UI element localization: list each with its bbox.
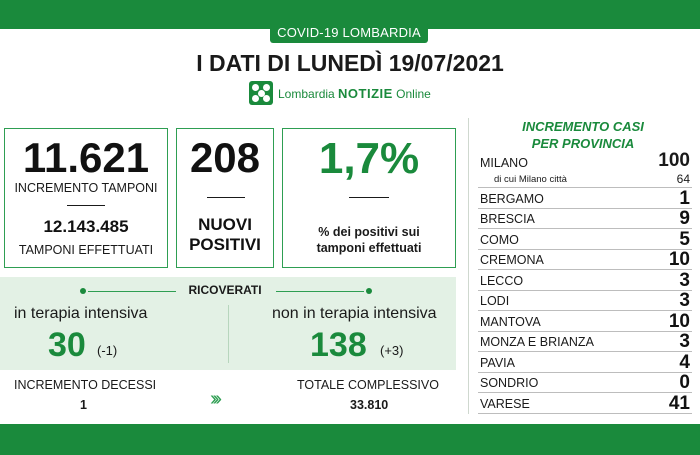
province-title: INCREMENTO CASI PER PROVINCIA [478,118,688,152]
intensiva-value: 30 [48,326,86,364]
province-name: LODI [480,294,510,308]
province-name: PAVIA [480,355,515,370]
province-name: LECCO [480,273,524,288]
province-name: SONDRIO [480,376,539,390]
province-value: 5 [679,228,690,250]
title-line-right [276,291,364,292]
tamponi-card: 11.621 INCREMENTO TAMPONI 12.143.485 TAM… [4,128,168,268]
province-name: CREMONA [480,253,544,267]
decessi-value: 1 [80,398,87,412]
province-name: BERGAMO [480,191,544,206]
positivi-card: 208 NUOVI POSITIVI [176,128,274,268]
province-name: COMO [480,232,519,247]
ricoverati-divider [228,305,229,363]
province-value: 0 [679,372,690,393]
positivi-label-2: POSITIVI [189,235,261,254]
province-title-1: INCREMENTO CASI [522,119,644,134]
dot-left [80,288,86,294]
province-value: 41 [668,392,690,414]
lombardia-rose-icon [249,81,273,105]
bottom-banner [0,424,700,455]
province-value: 10 [668,310,690,332]
province-value: 3 [679,331,690,352]
province-row: COMO 5 [478,229,692,250]
divider [349,197,389,198]
non-intensiva-value: 138 [310,326,367,364]
totale-label: TOTALE COMPLESSIVO [297,378,439,392]
divider [67,205,105,206]
percent-value: 1,7% [318,134,420,183]
chevron-right-icon: ››› [210,388,222,410]
divider [207,197,245,198]
province-value: 4 [679,351,690,373]
province-name: VARESE [480,396,530,411]
province-row: CREMONA 10 [478,249,692,270]
tamponi-increment: 11.621 [22,134,150,181]
province-row: LECCO 3 [478,270,692,291]
logo-suffix: Online [396,86,431,101]
non-intensiva-delta: (+3) [380,343,404,358]
province-row: MANTOVA 10 [478,311,692,332]
positivi-label-1: NUOVI [198,215,252,234]
ricoverati-title: RICOVERATI [188,283,262,297]
province-value: 9 [679,208,690,229]
province-name: BRESCIA [480,212,535,226]
province-value: 10 [668,249,690,270]
logo-text: Lombardia NOTIZIE Online [278,86,431,101]
tamponi-total-label: TAMPONI EFFETTUATI [18,243,154,257]
intensiva-label: in terapia intensiva [14,305,148,322]
province-value: 3 [679,290,690,311]
province-row: BRESCIA 9 [478,208,692,229]
positivi-value: 208 [189,134,261,181]
province-row: BERGAMO 1 [478,188,692,209]
province-row: PAVIA 4 [478,352,692,373]
province-value: 1 [679,187,690,209]
province-row: SONDRIO 0 [478,372,692,393]
totale-value: 33.810 [350,398,389,412]
intensiva-delta: (-1) [97,343,118,358]
logo-prefix: Lombardia [278,86,335,101]
decessi-label: INCREMENTO DECESSI [14,378,157,392]
logo-brand: NOTIZIE [338,85,393,101]
province-value: 3 [679,269,690,291]
non-intensiva-label: non in terapia intensiva [272,305,437,322]
province-panel [468,118,693,414]
tamponi-total: 12.143.485 [43,217,129,236]
percent-card: 1,7% % dei positivi sui tamponi effettua… [282,128,456,268]
percent-label-1: % dei positivi sui [318,225,420,239]
province-row: LODI 3 [478,290,692,311]
dot-right [366,288,372,294]
percent-label-2: tamponi effettuati [316,241,422,255]
province-name: MANTOVA [480,314,541,329]
province-row: VARESE 41 [478,393,692,414]
milano-city-value: 64 [676,172,690,186]
province-title-2: PER PROVINCIA [531,136,635,151]
province-name: MONZA E BRIANZA [480,335,594,349]
header-badge: COVID-19 LOMBARDIA [270,23,428,43]
title-line-left [88,291,176,292]
milano-city-label: di cui Milano città [494,174,567,185]
province-row-milano: MILANO 100 di cui Milano città 64 [478,150,692,188]
province-name: MILANO [480,156,528,170]
tamponi-increment-label: INCREMENTO TAMPONI [14,181,158,195]
page-title: I DATI DI LUNEDÌ 19/07/2021 [196,50,504,76]
province-value: 100 [658,150,690,171]
lombardia-notizie-logo: Lombardia NOTIZIE Online [249,81,431,105]
province-row: MONZA E BRIANZA 3 [478,331,692,352]
